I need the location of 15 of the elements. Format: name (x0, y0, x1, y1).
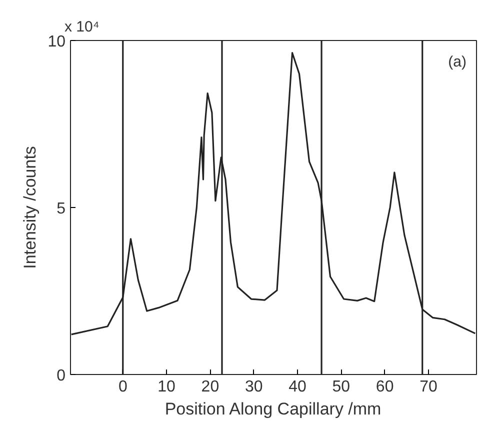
x-tick-label: 50 (332, 378, 350, 396)
x-tick-label: 60 (376, 378, 394, 396)
x-tick-label: 40 (288, 378, 307, 396)
y-tick-label: 0 (56, 368, 66, 384)
y-axis-title: Intensity /counts (20, 146, 40, 269)
y-tick-label: 10 (48, 34, 66, 50)
x-tick-label: 30 (244, 378, 263, 396)
text: x 10⁴ (64, 18, 100, 36)
annotation: (a) (448, 54, 467, 70)
y-tick-label: 5 (56, 200, 66, 218)
x-tick-label: 10 (158, 378, 176, 396)
x-tick-label: 0 (118, 378, 128, 396)
x-axis-title: Position Along Capillary /mm (164, 400, 382, 418)
x-tick-label: 70 (420, 378, 438, 396)
x-tick-label: 20 (201, 378, 220, 396)
